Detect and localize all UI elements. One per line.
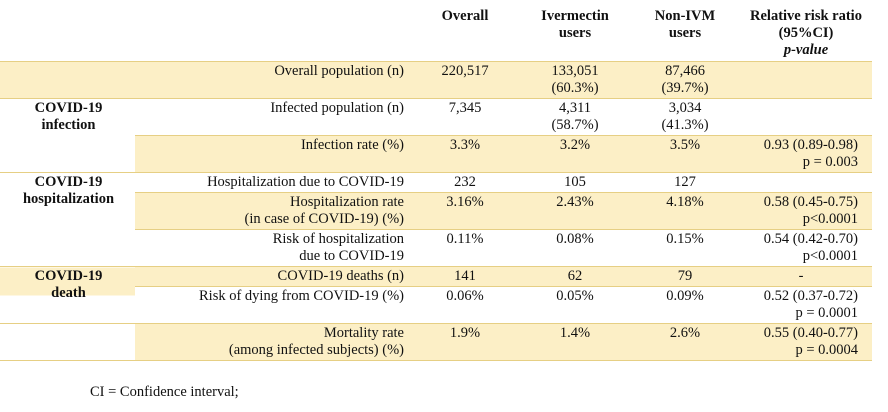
cell-nonivm: 127 bbox=[630, 172, 740, 193]
row-label: COVID-19 deaths (n) bbox=[135, 266, 410, 287]
table-row: COVID-19 infection Infected population (n… bbox=[0, 98, 872, 173]
cell-ivm: 4,311 (58.7%) bbox=[520, 98, 630, 136]
group-covid-infection: COVID-19 infection bbox=[0, 98, 135, 173]
header-empty-label bbox=[135, 8, 410, 62]
row-label: Risk of dying from COVID-19 (%) bbox=[135, 286, 410, 324]
table-row: Risk of hospitalization due to COVID-19 0… bbox=[0, 229, 872, 267]
header-row: Overall Ivermectin users Non-IVM users Rel… bbox=[0, 8, 872, 62]
cell-overall: 1.9% bbox=[410, 323, 520, 361]
cell-ivm: 105 bbox=[520, 172, 630, 193]
cell-overall: 232 bbox=[410, 172, 520, 193]
table-row: Mortality rate (among infected subjects) … bbox=[0, 323, 872, 361]
cell-nonivm: 0.09% bbox=[630, 286, 740, 324]
cell-nonivm: 0.15% bbox=[630, 229, 740, 267]
table-row: Risk of dying from COVID-19 (%) 0.06% 0.… bbox=[0, 286, 872, 324]
header-overall: Overall bbox=[410, 8, 520, 62]
cell-nonivm: 2.6% bbox=[630, 323, 740, 361]
cell-nonivm: 87,466 (39.7%) bbox=[630, 61, 740, 99]
row-label: Infection rate (%) bbox=[135, 135, 410, 173]
header-non-ivm-users: Non-IVM users bbox=[630, 8, 740, 62]
header-relative-risk: Relative risk ratio (95%CI) p-value bbox=[740, 8, 872, 62]
cell-overall: 7,345 bbox=[410, 98, 520, 136]
cell-ivm: 0.08% bbox=[520, 229, 630, 267]
cell-ivm: 62 bbox=[520, 266, 630, 287]
cell-nonivm: 4.18% bbox=[630, 192, 740, 230]
row-label: Risk of hospitalization due to COVID-19 bbox=[135, 229, 410, 267]
cell-rr bbox=[740, 172, 872, 193]
cell-rr: 0.58 (0.45-0.75) p<0.0001 bbox=[740, 192, 872, 230]
cell-overall: 0.11% bbox=[410, 229, 520, 267]
row-label: Hospitalization due to COVID-19 bbox=[135, 172, 410, 193]
row-label: Hospitalization rate (in case of COVID-19… bbox=[135, 192, 410, 230]
cell-overall: 141 bbox=[410, 266, 520, 287]
group-cell-empty bbox=[0, 323, 135, 361]
cell-nonivm: 3,034 (41.3%) bbox=[630, 98, 740, 136]
results-table: Overall Ivermectin users Non-IVM users Rel… bbox=[0, 8, 872, 361]
cell-overall: 3.16% bbox=[410, 192, 520, 230]
group-cell-empty bbox=[0, 61, 135, 99]
cell-rr bbox=[740, 98, 872, 136]
table-row: Infection rate (%) 3.3% 3.2% 3.5% 0.93 (… bbox=[0, 135, 872, 173]
cell-overall: 220,517 bbox=[410, 61, 520, 99]
table-row: COVID-19 death COVID-19 deaths (n) 141 62… bbox=[0, 266, 872, 324]
cell-rr bbox=[740, 61, 872, 99]
group-covid-death: COVID-19 death bbox=[0, 266, 135, 324]
group-covid-hospitalization: COVID-19 hospitalization bbox=[0, 172, 135, 267]
cell-ivm: 2.43% bbox=[520, 192, 630, 230]
cell-rr: - bbox=[740, 266, 872, 287]
cell-rr: 0.52 (0.37-0.72) p = 0.0001 bbox=[740, 286, 872, 324]
row-label: Overall population (n) bbox=[135, 61, 410, 99]
cell-ivm: 1.4% bbox=[520, 323, 630, 361]
row-label: Mortality rate (among infected subjects) … bbox=[135, 323, 410, 361]
cell-rr: 0.54 (0.42-0.70) p<0.0001 bbox=[740, 229, 872, 267]
cell-nonivm: 3.5% bbox=[630, 135, 740, 173]
cell-rr: 0.55 (0.40-0.77) p = 0.0004 bbox=[740, 323, 872, 361]
table-row: Overall population (n) 220,517 133,051 (6… bbox=[0, 61, 872, 99]
header-ivermectin-users: Ivermectin users bbox=[520, 8, 630, 62]
cell-ivm: 3.2% bbox=[520, 135, 630, 173]
cell-nonivm: 79 bbox=[630, 266, 740, 287]
table-footnote: CI = Confidence interval; bbox=[90, 384, 239, 400]
header-p-value: p-value bbox=[783, 42, 829, 58]
cell-ivm: 133,051 (60.3%) bbox=[520, 61, 630, 99]
cell-ivm: 0.05% bbox=[520, 286, 630, 324]
cell-overall: 3.3% bbox=[410, 135, 520, 173]
cell-rr: 0.93 (0.89-0.98) p = 0.003 bbox=[740, 135, 872, 173]
table-row: COVID-19 hospitalization Hospitalization … bbox=[0, 172, 872, 267]
cell-overall: 0.06% bbox=[410, 286, 520, 324]
header-empty-group bbox=[0, 8, 135, 62]
row-label: Infected population (n) bbox=[135, 98, 410, 136]
